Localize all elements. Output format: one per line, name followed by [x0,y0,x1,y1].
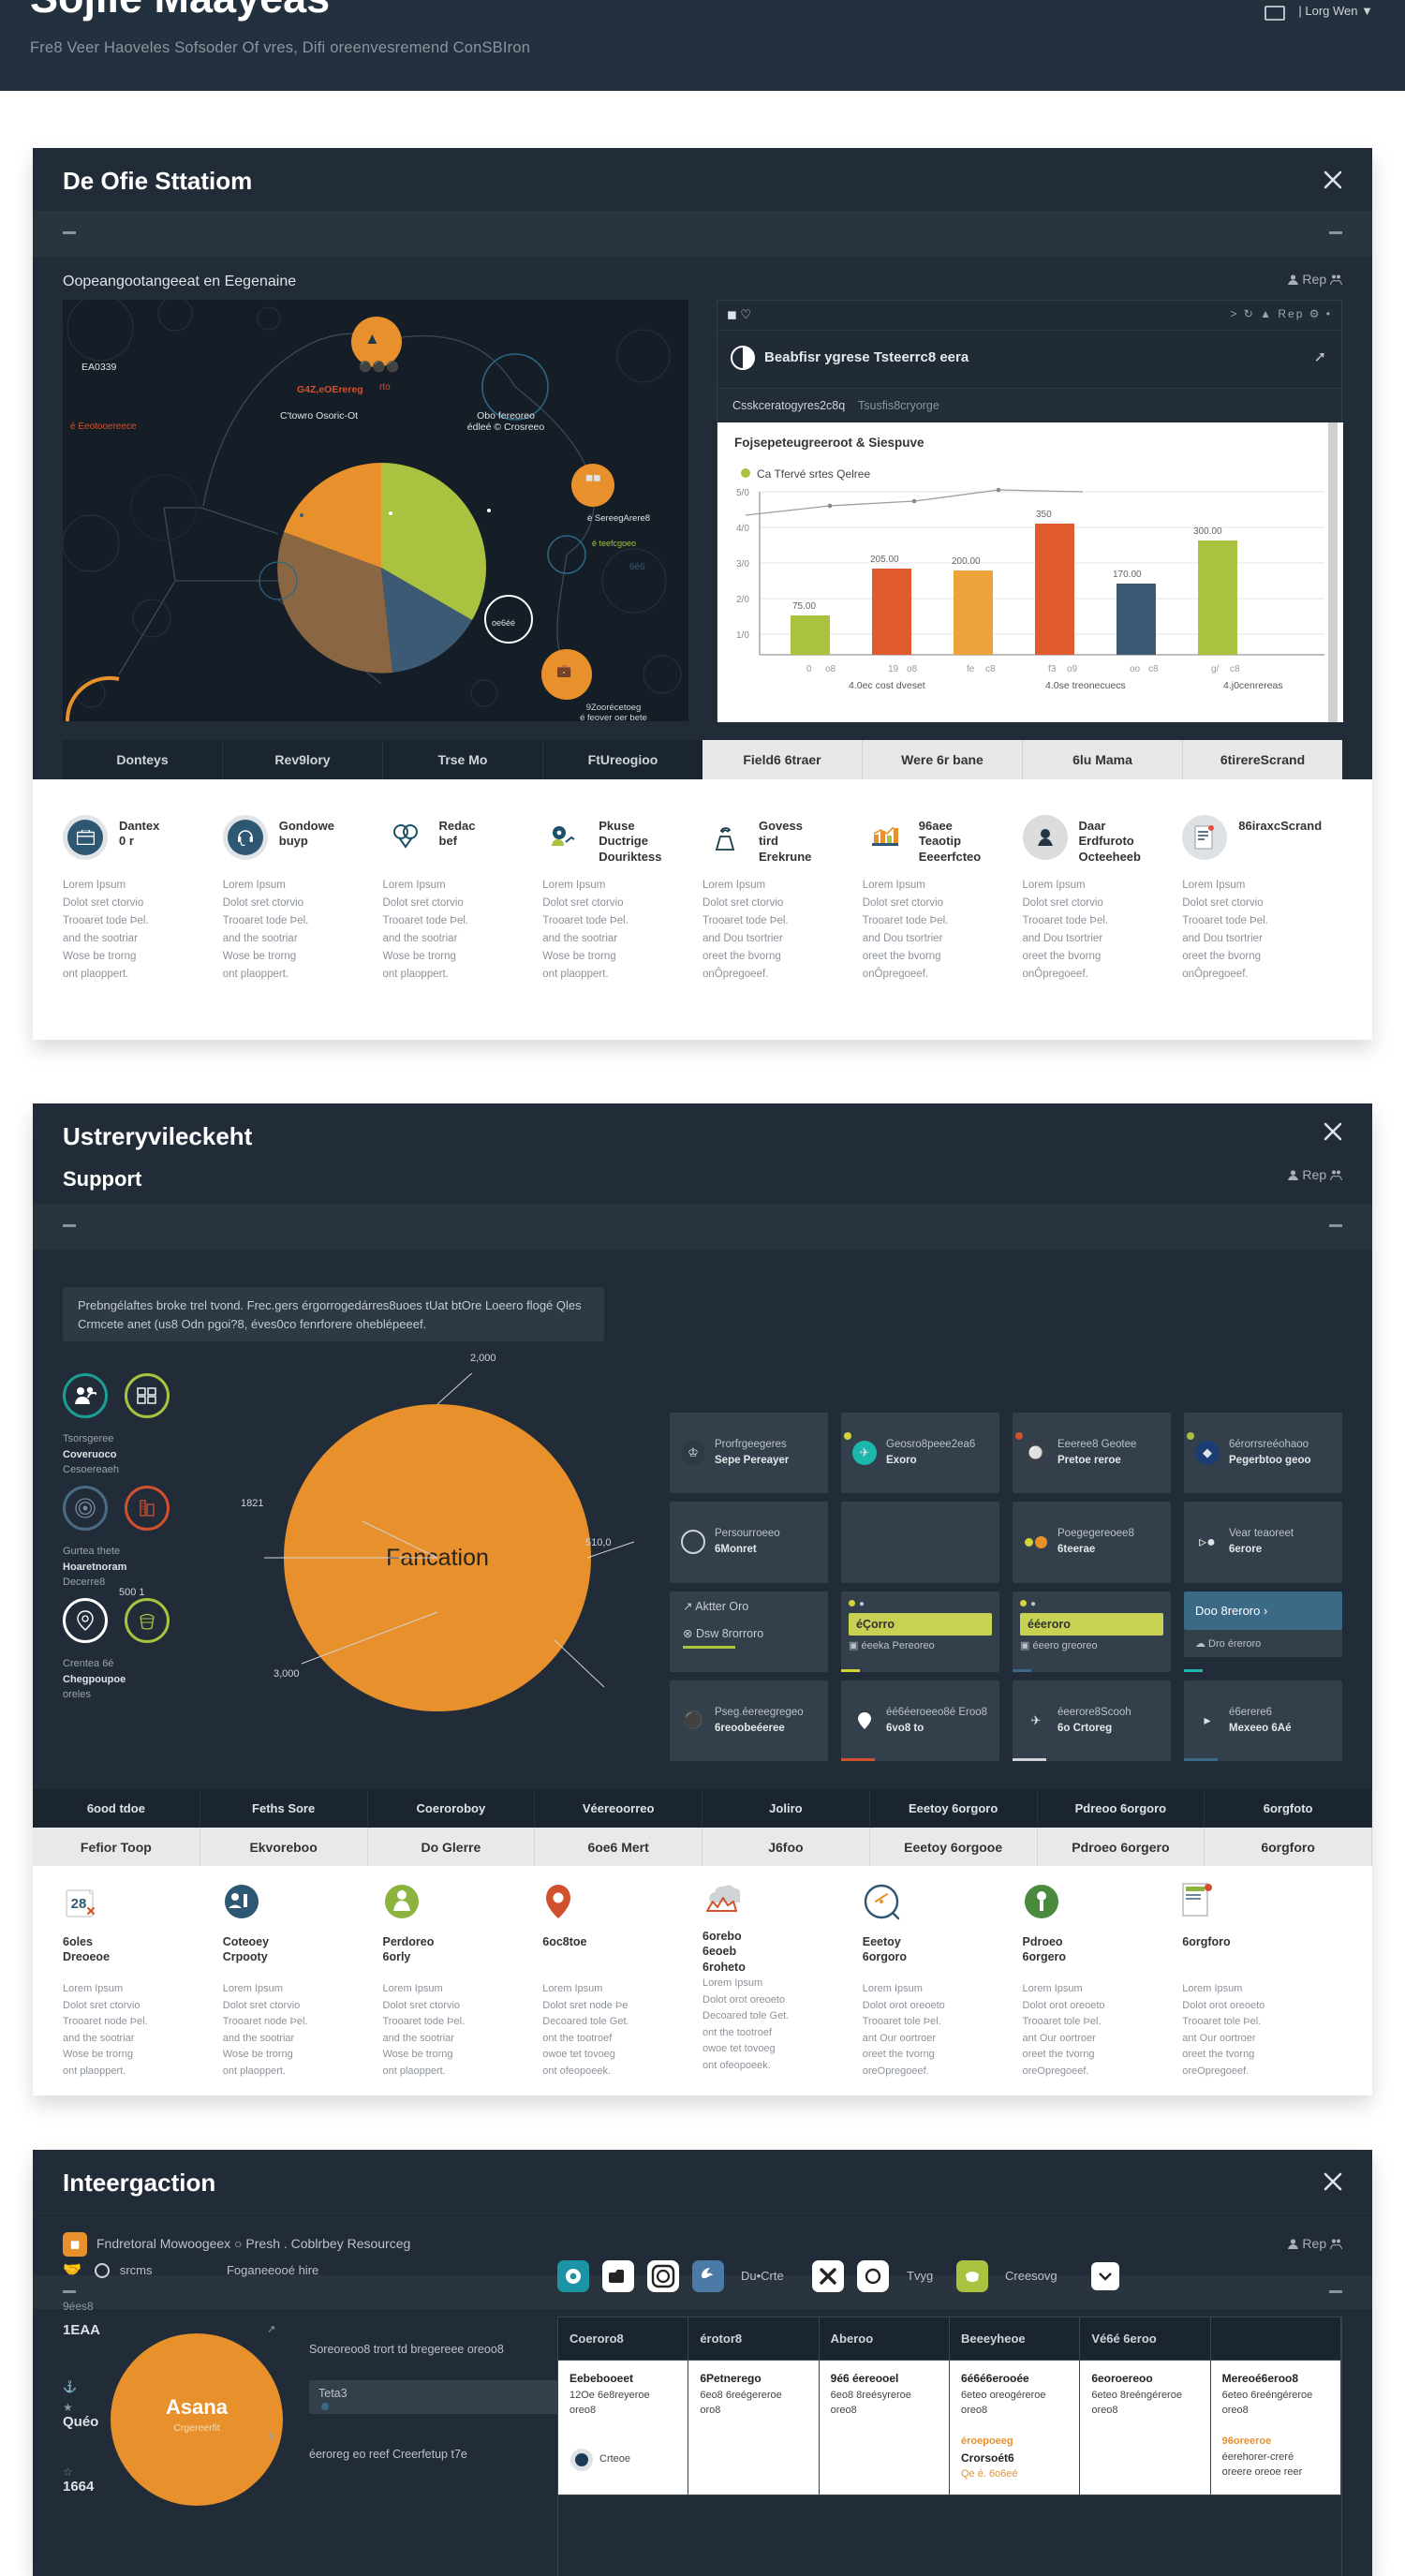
svg-text:2/0: 2/0 [736,595,749,605]
svg-text:Ca Tfervé srtes Qelree: Ca Tfervé srtes Qelree [757,467,870,481]
svg-text:300.00: 300.00 [1193,526,1222,537]
svg-text:Fancation: Fancation [386,1545,489,1571]
svg-text:200.00: 200.00 [952,556,981,567]
svg-text:4/0: 4/0 [736,524,749,534]
svg-text:o8: o8 [825,664,836,674]
svg-text:170.00: 170.00 [1113,570,1142,580]
svg-text:f3: f3 [1048,664,1057,674]
svg-text:Asana: Asana [166,2395,229,2419]
svg-text:o8: o8 [907,664,918,674]
svg-text:c8: c8 [1230,664,1240,674]
svg-text:Crgereerfit: Crgereerfit [173,2422,220,2434]
svg-text:1/0: 1/0 [736,630,749,641]
svg-text:oo: oo [1130,664,1141,674]
svg-text:350: 350 [1036,510,1052,520]
svg-text:0: 0 [806,664,812,674]
svg-text:28: 28 [71,1896,87,1912]
svg-text:19: 19 [888,664,899,674]
svg-text:g/: g/ [1211,664,1220,674]
svg-text:205.00: 205.00 [870,555,899,565]
svg-text:3/0: 3/0 [736,559,749,570]
svg-text:c8: c8 [985,664,996,674]
svg-text:75.00: 75.00 [792,601,816,612]
svg-text:o9: o9 [1067,664,1078,674]
svg-text:c8: c8 [1148,664,1159,674]
svg-text:fe: fe [967,664,975,674]
svg-text:4.0se treonecuecs: 4.0se treonecuecs [1045,680,1126,691]
svg-text:5/0: 5/0 [736,488,749,498]
svg-text:4.j0cenrereas: 4.j0cenrereas [1223,680,1283,691]
svg-text:4.0ec cost dveset: 4.0ec cost dveset [849,680,925,691]
